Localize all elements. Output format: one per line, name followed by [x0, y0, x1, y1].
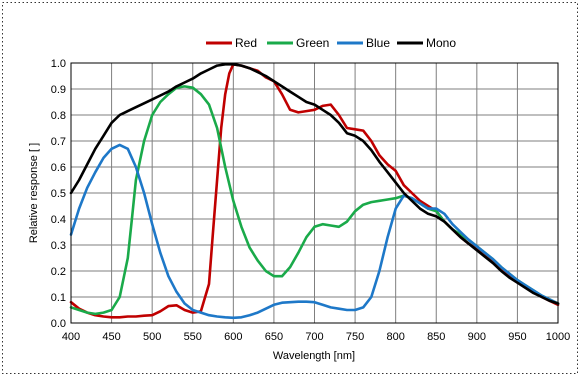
y-tick-label: 0.0: [51, 318, 66, 330]
x-tick-label: 1000: [546, 331, 570, 343]
y-tick-label: 0.2: [51, 266, 66, 278]
x-tick-label: 850: [427, 331, 445, 343]
y-tick-label: 0.8: [51, 110, 66, 122]
x-tick-label: 600: [224, 331, 242, 343]
series-line-mono: [69, 62, 560, 305]
x-tick-label: 500: [143, 331, 161, 343]
y-tick-label: 1.0: [51, 58, 66, 70]
y-tick-label: 0.1: [51, 292, 66, 304]
y-tick-label: 0.4: [51, 214, 66, 226]
x-tick-label: 550: [184, 331, 202, 343]
y-tick-label: 0.9: [51, 84, 66, 96]
y-tick-label: 0.5: [51, 188, 66, 200]
legend-label-blue: Blue: [366, 36, 390, 50]
legend-label-green: Green: [296, 36, 329, 50]
plot-area-border: [70, 62, 559, 324]
x-tick-label: 800: [386, 331, 404, 343]
x-axis-label: Wavelength [nm]: [273, 350, 355, 362]
x-tick-labels: 400 450 500 550 600 650 700 750 800 850 900 950 1000: [62, 331, 570, 343]
x-tick-label: 900: [468, 331, 486, 343]
y-tick-label: 0.6: [51, 162, 66, 174]
series-line-blue: [69, 143, 560, 320]
series-lines: [69, 62, 560, 320]
y-tick-label: 0.3: [51, 240, 66, 252]
y-tick-label: 0.7: [51, 136, 66, 148]
x-tick-label: 450: [102, 331, 120, 343]
x-tick-label: 700: [305, 331, 323, 343]
x-tick-label: 750: [346, 331, 364, 343]
x-tick-label: 950: [508, 331, 526, 343]
x-tick-label: 650: [265, 331, 283, 343]
y-axis-label: Relative response [ ]: [28, 143, 40, 243]
y-tick-labels: 0.0 0.1 0.2 0.3 0.4 0.5 0.6 0.7 0.8 0.9 1.0: [51, 58, 66, 330]
legend: Red Green Blue Mono: [206, 36, 456, 50]
legend-label-mono: Mono: [426, 36, 456, 50]
x-tick-label: 400: [62, 331, 80, 343]
legend-label-red: Red: [235, 36, 257, 50]
